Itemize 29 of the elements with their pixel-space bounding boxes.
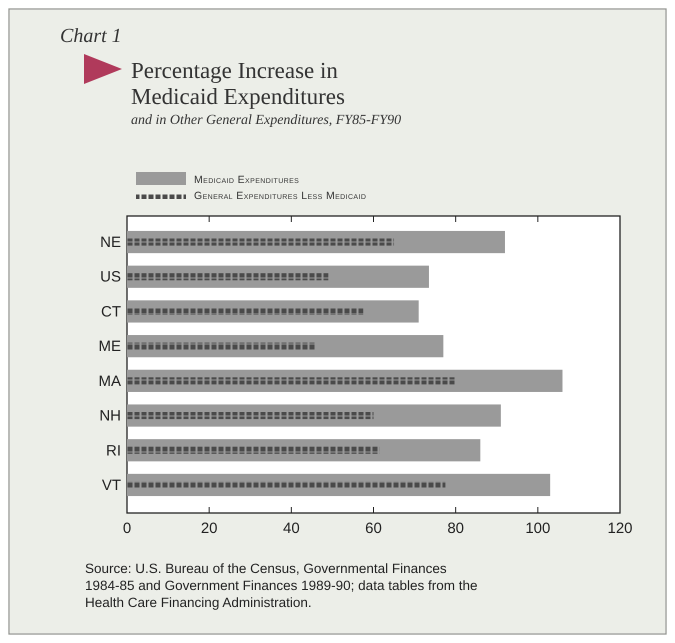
bar <box>127 308 364 315</box>
source-note: Source: U.S. Bureau of the Census, Governmental Finances 1984-85 and Government Finances 1989-90; data tables from the Health Care Financing Administration. <box>85 561 478 610</box>
bar <box>127 273 328 280</box>
bar <box>127 342 316 350</box>
y-tick-label: VT <box>102 476 121 494</box>
legend-label: Medicaid Expenditures <box>194 174 300 186</box>
x-tick-label: 40 <box>282 520 300 537</box>
bar <box>127 481 446 489</box>
y-tick-label: NE <box>100 234 121 252</box>
y-tick-label: NH <box>99 408 121 425</box>
y-tick-label: RI <box>106 442 121 460</box>
chart-title: Percentage Increase in Medicaid Expenditures <box>131 58 346 109</box>
bar <box>127 446 380 454</box>
y-tick-label: ME <box>98 338 121 356</box>
caption: Chart 1 <box>60 25 122 47</box>
x-tick-label: 20 <box>200 520 218 537</box>
x-tick-label: 0 <box>122 520 132 537</box>
x-tick-label: 100 <box>525 520 550 537</box>
bar <box>127 377 456 384</box>
bar <box>127 238 394 246</box>
y-tick-label: CT <box>101 303 121 320</box>
bar <box>127 412 374 420</box>
chart-subtitle: and in Other General Expenditures, FY85-FY90 <box>131 113 402 128</box>
y-tick-label: MA <box>98 372 121 390</box>
y-tick-label: US <box>100 268 121 286</box>
x-tick-label: 80 <box>447 520 464 537</box>
x-tick-label: 120 <box>607 520 633 537</box>
legend-label: General Expenditures Less Medicaid <box>194 190 366 202</box>
x-tick-label: 60 <box>365 520 382 537</box>
